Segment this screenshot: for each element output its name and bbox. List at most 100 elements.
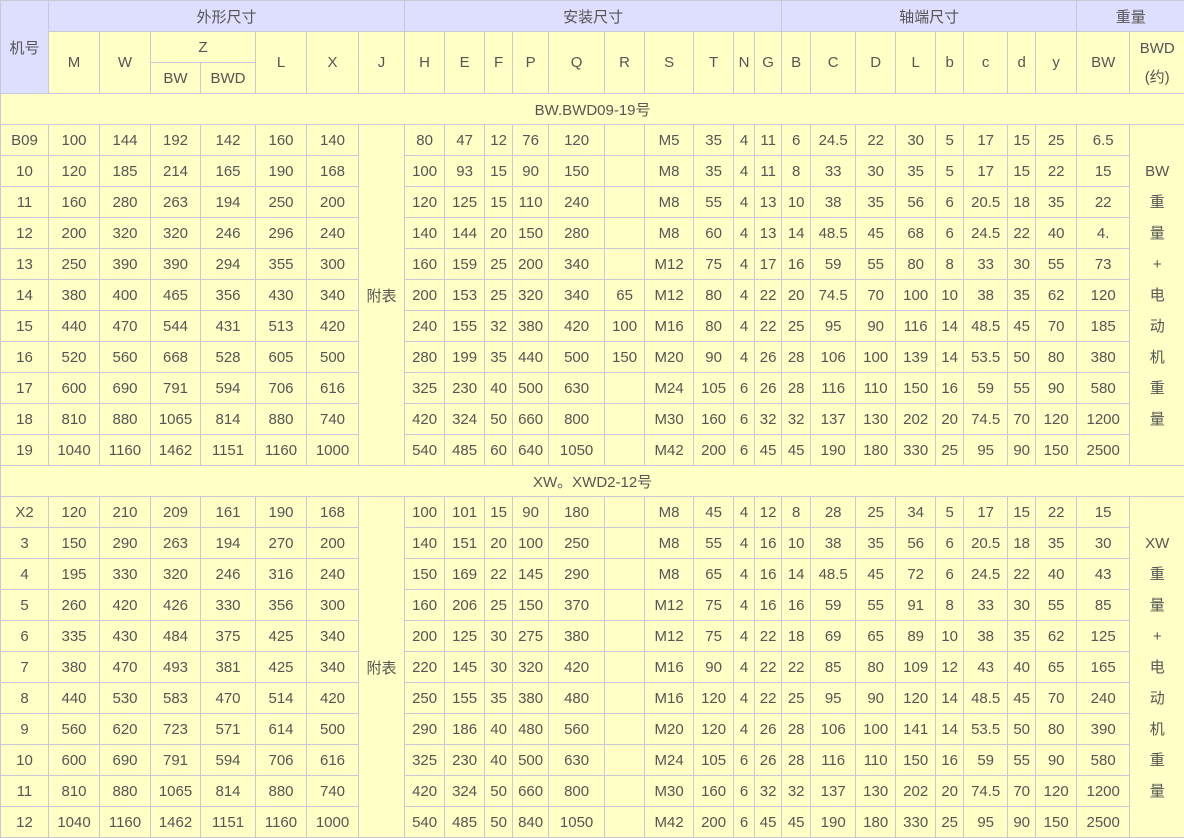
table-cell: 800 [548,775,606,807]
table-cell: 6 [935,186,965,218]
table-cell: 600 [48,372,100,404]
table-cell: 68 [895,217,937,249]
table-cell: 580 [1076,744,1131,776]
table-cell: 125 [444,186,486,218]
table-cell: 390 [150,248,201,280]
table-cell: 640 [512,434,550,466]
table-cell: 528 [200,341,256,373]
table-cell [604,217,646,249]
table-cell: 500 [512,372,550,404]
table-cell: 25 [781,310,812,342]
table-cell: 59 [963,372,1009,404]
table-cell: 16 [935,744,965,776]
table-cell: 32 [754,775,783,807]
header-col-s: S [644,31,695,94]
table-cell: 106 [810,341,857,373]
table-cell: 470 [99,651,151,683]
table-cell: 370 [548,589,606,621]
table-cell: 14 [935,310,965,342]
j-cell: 附表 [357,496,406,838]
table-cell: M12 [644,248,695,280]
table-cell [604,744,646,776]
table-cell: 594 [200,372,256,404]
table-cell: 43 [963,651,1009,683]
table-cell: 45 [754,434,783,466]
table-cell: 190 [810,806,857,838]
table-row: 17 600 690 791 594 706 616 325 230 40 500 630 M24 105… [0,372,1184,404]
table-cell: 324 [444,403,486,435]
table-cell: 22 [754,620,783,652]
header-group-weight: 重量 [1076,0,1184,32]
table-cell: 70 [855,279,897,311]
table-cell: 316 [255,558,307,590]
table-cell: 22 [855,124,897,156]
table-cell: 38 [963,279,1009,311]
table-cell: 80 [895,248,937,280]
table-cell: 791 [150,372,201,404]
table-cell: 20.5 [963,186,1009,218]
table-cell: 150 [895,372,937,404]
table-cell: 206 [444,589,486,621]
model-cell: 4 [0,558,49,590]
table-row: 3 150 290 263 194 270 200 140 151 20 100 250 M8 55 4 16… [0,527,1184,559]
table-cell: 25 [781,682,812,714]
table-cell: 620 [99,713,151,745]
table-cell: 47 [444,124,486,156]
table-cell: M8 [644,217,695,249]
table-cell: 28 [810,496,857,528]
table-cell: 144 [444,217,486,249]
table-cell: 76 [512,124,550,156]
table-cell: 85 [810,651,857,683]
model-cell: 14 [0,279,49,311]
table-cell: 15 [484,496,514,528]
table-cell: 6 [733,775,756,807]
table-cell: 65 [604,279,646,311]
table-cell: 4 [733,496,756,528]
table-cell: 120 [693,713,735,745]
table-cell: 186 [444,713,486,745]
table-cell: 15 [1007,155,1037,187]
table-cell: 50 [1007,341,1037,373]
table-cell: 340 [306,620,359,652]
header-col-weight-0: BW [1076,31,1131,94]
table-cell: 35 [855,527,897,559]
table-cell: 100 [855,341,897,373]
table-cell: 56 [895,186,937,218]
table-cell: 6 [733,744,756,776]
table-cell: 320 [150,217,201,249]
table-cell: 668 [150,341,201,373]
model-cell: 9 [0,713,49,745]
table-cell: 125 [1076,620,1131,652]
table-cell: 200 [404,620,446,652]
table-cell: 11 [754,155,783,187]
table-cell: 165 [200,155,256,187]
table-cell: 160 [404,589,446,621]
table-cell: 160 [48,186,100,218]
table-cell: 200 [512,248,550,280]
table-cell: 25 [484,589,514,621]
table-cell: 4 [733,682,756,714]
table-row: 9 560 620 723 571 614 500 290 186 40 480 560 M20 120 4… [0,713,1184,745]
table-cell: 15 [1007,124,1037,156]
table-cell: 1000 [306,434,359,466]
table-cell [604,155,646,187]
table-cell: M30 [644,775,695,807]
table-cell: 33 [963,248,1009,280]
table-row: 16 520 560 668 528 605 500 280 199 35 440 500 150 M20… [0,341,1184,373]
table-cell: 5 [935,496,965,528]
table-cell: 20 [781,279,812,311]
table-cell: 6 [935,217,965,249]
table-cell: 4. [1076,217,1131,249]
table-cell: 200 [404,279,446,311]
table-cell: 22 [1035,496,1078,528]
table-cell: 120 [895,682,937,714]
table-cell: 800 [548,403,606,435]
table-cell: 90 [855,310,897,342]
table-cell [604,248,646,280]
table-cell: 150 [48,527,100,559]
table-cell: 33 [810,155,857,187]
table-cell: 20 [935,403,965,435]
table-cell: 880 [99,775,151,807]
table-cell: 380 [512,310,550,342]
table-cell: 14 [781,558,812,590]
